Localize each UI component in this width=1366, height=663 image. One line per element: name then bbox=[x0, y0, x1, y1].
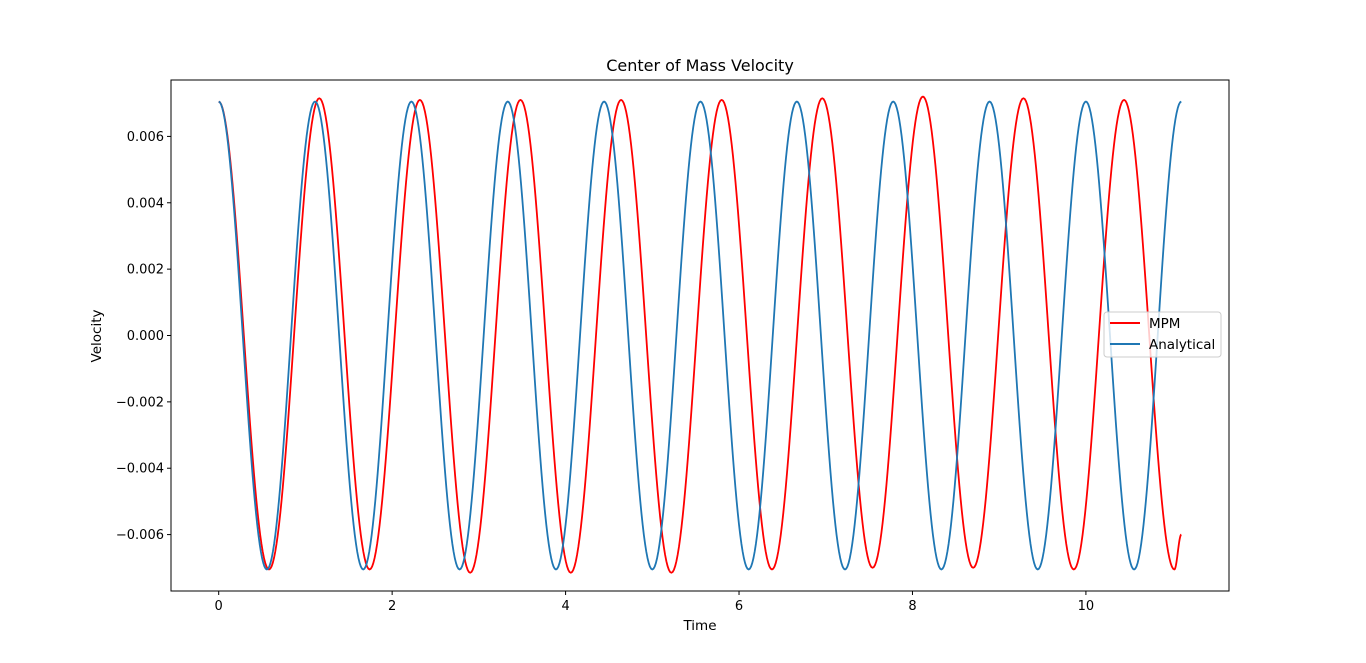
y-tick-label: −0.004 bbox=[116, 462, 164, 477]
x-axis-label: Time bbox=[682, 618, 716, 634]
x-tick-label: 10 bbox=[1078, 599, 1095, 614]
y-axis-label: Velocity bbox=[89, 310, 105, 363]
axis-ticks: 0 2 4 6 8 10 −0.006 −0.004 −0.002 0.000 0.002 0.004… bbox=[116, 130, 1094, 614]
x-tick-label: 6 bbox=[735, 599, 743, 614]
x-tick-label: 2 bbox=[388, 599, 396, 614]
series-line-analytical bbox=[218, 100, 1182, 571]
x-tick-label: 8 bbox=[908, 599, 916, 614]
legend-label-mpm: MPM bbox=[1149, 316, 1180, 332]
y-tick-label: 0.006 bbox=[127, 130, 164, 145]
y-tick-label: 0.004 bbox=[127, 196, 164, 211]
legend: MPM Analytical bbox=[1103, 311, 1222, 358]
plot-area bbox=[218, 95, 1183, 574]
y-tick-label: 0.000 bbox=[127, 329, 164, 344]
series-line-mpm bbox=[218, 95, 1183, 574]
legend-label-analytical: Analytical bbox=[1149, 337, 1215, 353]
y-tick-label: 0.002 bbox=[127, 263, 164, 278]
y-tick-label: −0.006 bbox=[116, 528, 164, 543]
chart-title: Center of Mass Velocity bbox=[606, 56, 794, 75]
y-tick-label: −0.002 bbox=[116, 395, 164, 410]
x-tick-label: 4 bbox=[561, 599, 569, 614]
x-tick-label: 0 bbox=[215, 599, 223, 614]
